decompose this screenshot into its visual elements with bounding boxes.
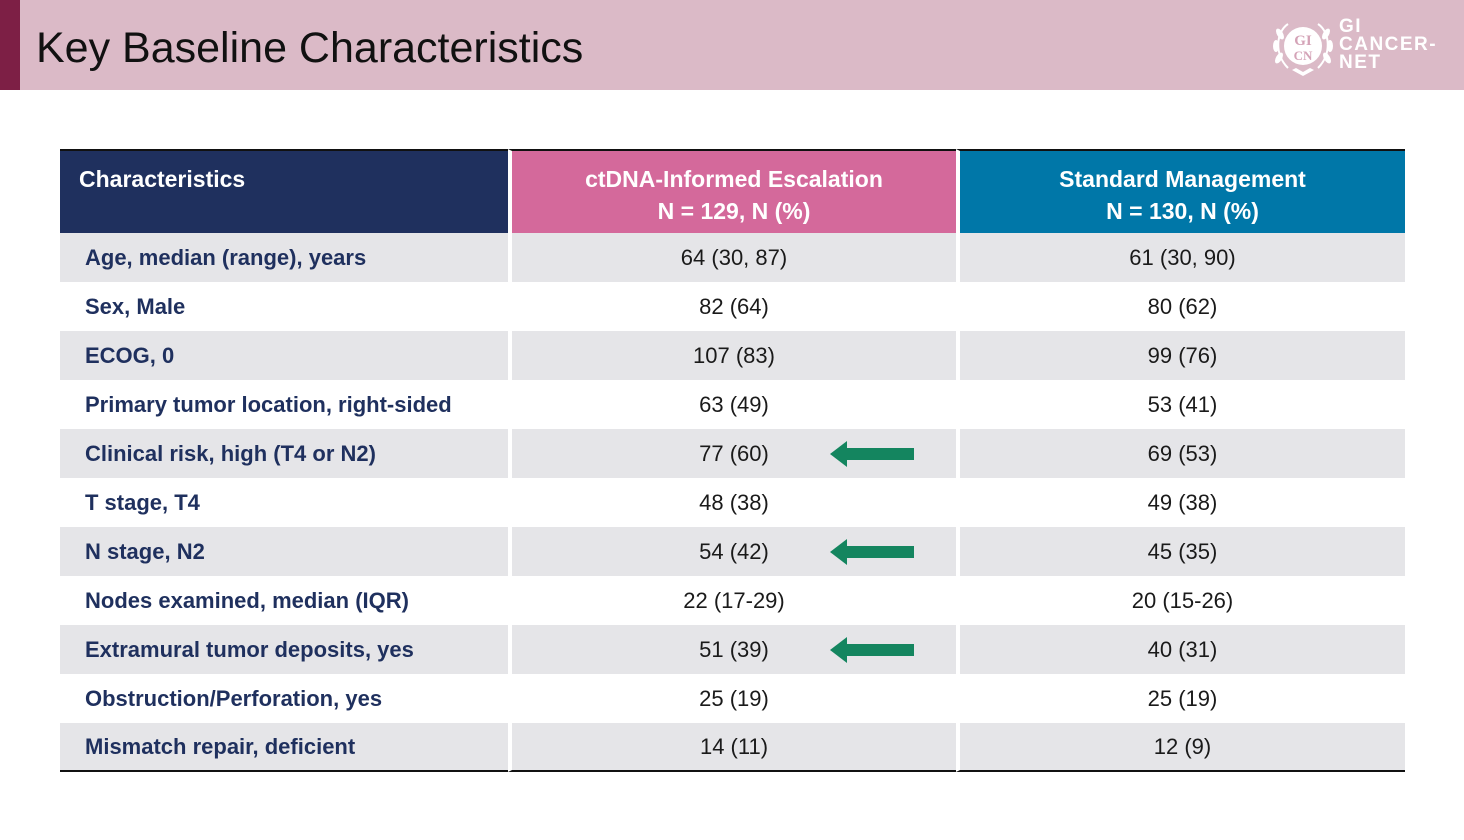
standard-value: 20 (15-26) [956,576,1405,625]
row-label: N stage, N2 [60,527,508,576]
standard-value: 45 (35) [956,527,1405,576]
header-characteristics: Characteristics [60,149,508,233]
standard-value: 61 (30, 90) [956,233,1405,282]
row-label: Clinical risk, high (T4 or N2) [60,429,508,478]
row-label: Age, median (range), years [60,233,508,282]
escalation-value: 54 (42) [508,527,956,576]
logo-mark-bottom: CN [1294,48,1313,63]
escalation-value: 51 (39) [508,625,956,674]
table-row: N stage, N2 54 (42) 45 (35) [60,527,1405,576]
title-bar [0,0,1464,90]
standard-value: 25 (19) [956,674,1405,723]
table-row: ECOG, 0 107 (83) 99 (76) [60,331,1405,380]
table-row: Mismatch repair, deficient 14 (11) 12 (9) [60,723,1405,772]
logo-wordmark: GI CANCER- NET [1339,16,1438,73]
title-accent-stripe [0,0,20,90]
row-label: Mismatch repair, deficient [60,723,508,772]
escalation-value: 22 (17-29) [508,576,956,625]
left-arrow-icon [830,539,914,565]
row-label: Primary tumor location, right-sided [60,380,508,429]
header-standard-management: Standard Management N = 130, N (%) [956,149,1405,233]
logo-mark-top: GI [1294,33,1312,49]
escalation-value: 63 (49) [508,380,956,429]
escalation-value: 107 (83) [508,331,956,380]
table-row: Nodes examined, median (IQR) 22 (17-29) 20… [60,576,1405,625]
escalation-value: 48 (38) [508,478,956,527]
row-label: Nodes examined, median (IQR) [60,576,508,625]
standard-value: 40 (31) [956,625,1405,674]
row-label: Extramural tumor deposits, yes [60,625,508,674]
standard-value: 80 (62) [956,282,1405,331]
header-standard-title: Standard Management [1059,166,1306,192]
row-label: Sex, Male [60,282,508,331]
header-standard-n: N = 130, N (%) [1106,198,1259,224]
table-header-row: Characteristics ctDNA-Informed Escalatio… [60,149,1405,233]
standard-value: 12 (9) [956,723,1405,772]
row-label: T stage, T4 [60,478,508,527]
escalation-value: 25 (19) [508,674,956,723]
table-row: Extramural tumor deposits, yes 51 (39) 40 … [60,625,1405,674]
row-label: Obstruction/Perforation, yes [60,674,508,723]
laurel-wreath-icon: GI CN [1273,23,1333,76]
standard-value: 99 (76) [956,331,1405,380]
baseline-characteristics-table: Characteristics ctDNA-Informed Escalatio… [60,149,1405,772]
table-row: Obstruction/Perforation, yes 25 (19) 25 (1… [60,674,1405,723]
standard-value: 69 (53) [956,429,1405,478]
escalation-value: 14 (11) [508,723,956,772]
gi-cancer-net-logo: GI CN GI CANCER- NET [1270,14,1454,78]
row-label: ECOG, 0 [60,331,508,380]
logo-line: GI [1339,16,1363,37]
escalation-value: 77 (60) [508,429,956,478]
standard-value: 49 (38) [956,478,1405,527]
table-row: Age, median (range), years 64 (30, 87) 61 … [60,233,1405,282]
header-escalation-title: ctDNA-Informed Escalation [585,166,883,192]
table-row: Clinical risk, high (T4 or N2) 77 (60) 69 … [60,429,1405,478]
standard-value: 53 (41) [956,380,1405,429]
escalation-value: 82 (64) [508,282,956,331]
logo-line: CANCER- [1339,34,1438,55]
table-row: Sex, Male 82 (64) 80 (62) [60,282,1405,331]
table-row: Primary tumor location, right-sided 63 (4… [60,380,1405,429]
header-escalation-n: N = 129, N (%) [657,198,811,224]
left-arrow-icon [830,637,914,663]
escalation-value: 64 (30, 87) [508,233,956,282]
left-arrow-icon [830,441,914,467]
table-row: T stage, T4 48 (38) 49 (38) [60,478,1405,527]
slide-title: Key Baseline Characteristics [36,24,584,72]
logo-line: NET [1339,52,1382,73]
header-ctdna-escalation: ctDNA-Informed Escalation N = 129, N (%) [508,149,956,233]
